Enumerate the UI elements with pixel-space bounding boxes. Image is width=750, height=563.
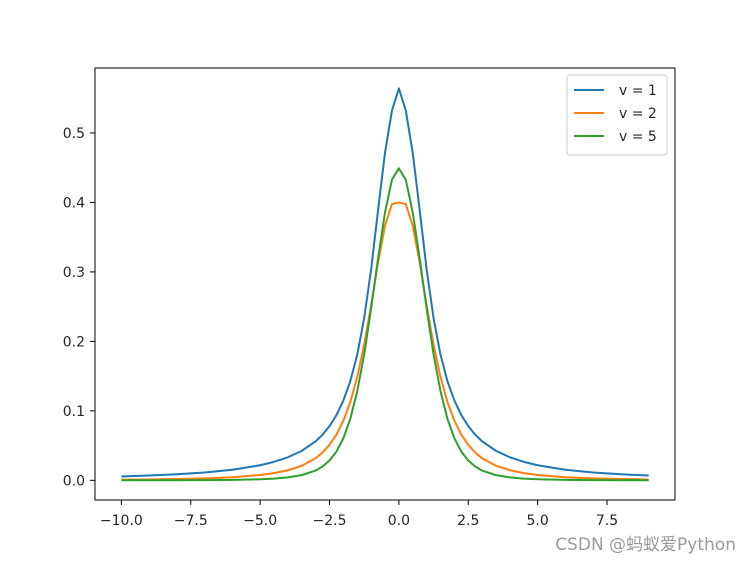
x-tick-label: 2.5 bbox=[457, 513, 479, 529]
x-tick-label: 0.0 bbox=[388, 513, 410, 529]
legend: v = 1 v = 2 v = 5 bbox=[566, 74, 668, 156]
watermark-text: CSDN @蚂蚁爱Python bbox=[555, 535, 736, 555]
x-tick-label: −2.5 bbox=[312, 513, 346, 529]
x-tick-label: 5.0 bbox=[526, 513, 548, 529]
x-axis: −10.0 −7.5 −5.0 −2.5 0.0 2.5 5.0 7.5 bbox=[100, 500, 618, 529]
y-axis: 0.0 0.1 0.2 0.3 0.4 0.5 bbox=[63, 126, 95, 489]
x-tick-label: 7.5 bbox=[596, 513, 618, 529]
legend-label-2: v = 2 bbox=[619, 106, 657, 122]
y-tick-label: 0.4 bbox=[63, 195, 85, 211]
y-tick-label: 0.3 bbox=[63, 265, 85, 281]
x-tick-label: −7.5 bbox=[174, 513, 208, 529]
y-tick-label: 0.2 bbox=[63, 334, 85, 350]
x-tick-label: −5.0 bbox=[243, 513, 277, 529]
y-tick-label: 0.0 bbox=[63, 473, 85, 489]
y-tick-label: 0.1 bbox=[63, 404, 85, 420]
plot-lines bbox=[121, 87, 649, 482]
x-tick-label: −10.0 bbox=[100, 513, 143, 529]
y-tick-label: 0.5 bbox=[63, 126, 85, 142]
series-line-1 bbox=[121, 87, 649, 478]
legend-label-3: v = 5 bbox=[619, 129, 657, 145]
series-line-2 bbox=[121, 201, 649, 481]
series-line-3 bbox=[121, 167, 649, 482]
plot-frame bbox=[94, 67, 676, 501]
legend-label-1: v = 1 bbox=[619, 83, 657, 99]
